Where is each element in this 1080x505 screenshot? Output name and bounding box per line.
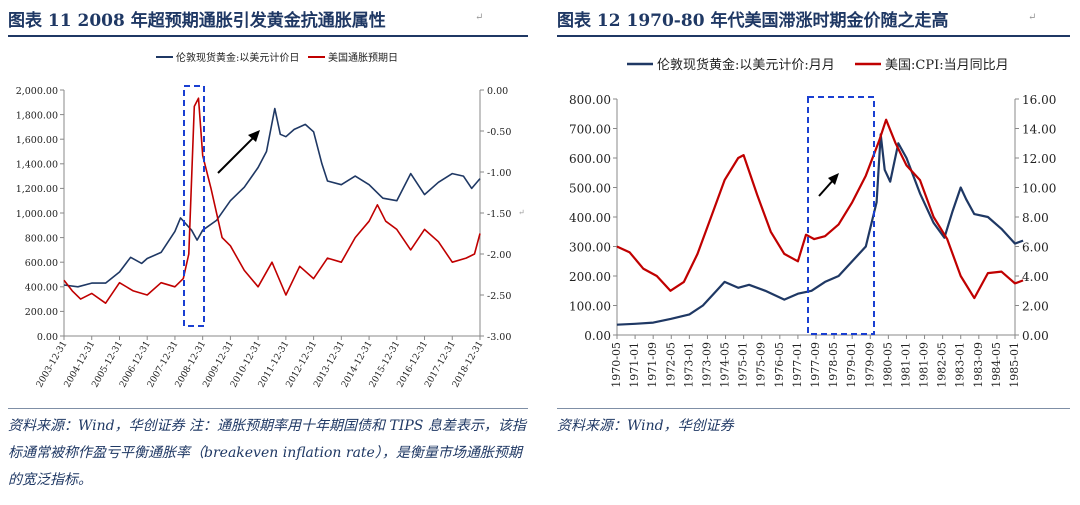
y-left-tick-label: 800.00: [25, 233, 58, 244]
chart-1970s-stagflation-gold: 伦敦现货黄金:以美元计价:月月 美国:CPI:当月同比月 0.00 100.00 2…: [569, 57, 1056, 388]
y-left-tick-label: 600.00: [25, 258, 58, 269]
x-tick-label: 1983-01: [954, 342, 967, 388]
y-right-tick-label: 4.00: [1022, 270, 1049, 284]
y-left-tick-label: 1,000.00: [16, 209, 58, 220]
y-left-tick-label: 400.00: [25, 283, 58, 294]
x-tick-label: 1985-01: [1008, 342, 1021, 388]
chart-gold-vs-inflation-expectation: 伦敦现货黄金:以美元计价日 美国通胀预期日 0.00 200.00 400.00 60…: [16, 51, 525, 389]
y-right-tick-label: -2.00: [487, 250, 511, 261]
y-right-tick-label: -1.50: [487, 209, 511, 220]
series-line-0: [63, 107, 481, 288]
y-left-tick-label: 0.00: [37, 332, 58, 343]
trend-arrow-head: [248, 130, 260, 142]
x-tick-label: 1970-05: [610, 342, 623, 388]
legend-label-cpi: 美国:CPI:当月同比月: [885, 58, 1009, 73]
figure11-source-note: 资料来源：Wind，华创证券 注：通胀预期率用十年期国债和 TIPS 息差表示，…: [8, 418, 526, 488]
paragraph-mark: ↵: [1028, 12, 1037, 23]
y-left-tick-label: 200.00: [25, 307, 58, 318]
figure11-title-rule: [8, 35, 528, 37]
x-tick-label: 1981-01: [899, 342, 912, 388]
x-tick-label: 1984-05: [990, 342, 1003, 388]
legend: 伦敦现货黄金:以美元计价:月月 美国:CPI:当月同比月: [627, 57, 1009, 73]
y-left-tick-label: 200.00: [569, 270, 611, 284]
x-tick-label: 1980-05: [881, 342, 894, 388]
y-right-tick-label: 0.00: [1022, 329, 1049, 343]
y-right-tick-label: 2.00: [1022, 300, 1049, 314]
figure12-title-rule: [557, 35, 1070, 37]
trend-arrow-head: [828, 173, 839, 185]
y-left-tick-label: 100.00: [569, 300, 611, 314]
figure11-bottom-rule: [8, 408, 528, 409]
series-line-1: [616, 118, 1024, 300]
x-tick-label: 1972-05: [664, 342, 677, 388]
highlight-box-stagflation: [807, 96, 875, 335]
legend-label-gold: 伦敦现货黄金:以美元计价日: [176, 51, 299, 64]
y-left-tick-label: 300.00: [569, 241, 611, 255]
paragraph-mark: ↵: [518, 208, 525, 217]
x-tick-label: 1971-09: [646, 342, 659, 388]
figure11-title: 图表 11 2008 年超预期通胀引发黄金抗通胀属性: [8, 11, 386, 31]
y-left-tick-label: 1,400.00: [16, 160, 58, 171]
legend-label-gold: 伦敦现货黄金:以美元计价:月月: [657, 57, 835, 73]
y-left-tick-label: 1,600.00: [16, 135, 58, 146]
y-left-tick-label: 400.00: [569, 211, 611, 225]
y-right-tick-label: 10.00: [1022, 182, 1056, 196]
y-left-tick-label: 1,800.00: [16, 110, 58, 121]
x-tick-label: 1978-05: [827, 342, 840, 388]
x-tick-label: 1983-09: [972, 342, 985, 388]
y-right-tick-label: -0.50: [487, 127, 511, 138]
x-tick-label: 1975-01: [737, 342, 750, 388]
y-right-tick-label: 8.00: [1022, 211, 1049, 225]
x-tick-label: 1977-01: [791, 342, 804, 388]
y-right-tick-label: 12.00: [1022, 152, 1056, 166]
x-tick-label: 1973-09: [700, 342, 713, 388]
legend-label-inflation: 美国通胀预期日: [328, 51, 398, 64]
paragraph-mark: ↵: [475, 12, 484, 23]
y-right-tick-label: 16.00: [1022, 93, 1056, 107]
y-right-tick-label: -2.50: [487, 291, 511, 302]
x-tick-label: 1975-09: [755, 342, 768, 388]
figure12-title: 图表 12 1970-80 年代美国滞涨时期金价随之走高: [557, 11, 949, 31]
x-tick-label: 1981-09: [918, 342, 931, 388]
series-line-1: [63, 97, 481, 305]
y-left-tick-label: 0.00: [584, 329, 611, 343]
y-right-tick-label: 14.00: [1022, 123, 1056, 137]
x-tick-label: 1973-01: [682, 342, 695, 388]
highlight-box-2008: [183, 85, 205, 327]
x-tick-label: 1982-05: [936, 342, 949, 388]
figure12-source-note: 资料来源：Wind，华创证券: [557, 418, 734, 434]
x-tick-label: 1971-01: [628, 342, 641, 388]
x-tick-label: 1977-09: [809, 342, 822, 388]
x-tick-label: 1974-05: [719, 342, 732, 388]
trend-arrow: [217, 134, 257, 174]
series-line-0: [616, 133, 1024, 326]
y-left-tick-label: 2,000.00: [16, 86, 58, 97]
y-right-tick-label: -1.00: [487, 168, 511, 179]
x-tick-label: 1979-09: [863, 342, 876, 388]
figure12-bottom-rule: [557, 408, 1070, 409]
legend: 伦敦现货黄金:以美元计价日 美国通胀预期日: [156, 51, 398, 64]
y-left-tick-label: 1,200.00: [16, 184, 58, 195]
y-left-tick-label: 700.00: [569, 123, 611, 137]
y-left-tick-label: 800.00: [569, 93, 611, 107]
y-right-tick-label: 0.00: [487, 86, 508, 97]
y-right-tick-label: 6.00: [1022, 241, 1049, 255]
y-left-tick-label: 600.00: [569, 152, 611, 166]
y-right-tick-label: -3.00: [487, 332, 511, 343]
x-tick-label: 1976-05: [773, 342, 786, 388]
x-tick-label: 1979-01: [845, 342, 858, 388]
y-left-tick-label: 500.00: [569, 182, 611, 196]
